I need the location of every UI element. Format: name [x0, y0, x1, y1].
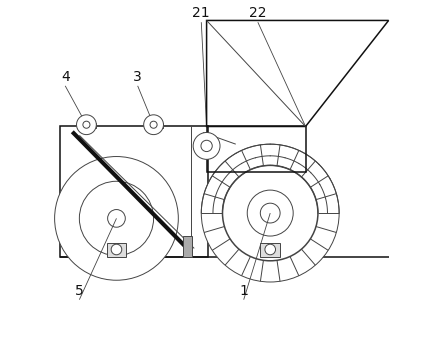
Text: 22: 22 [249, 6, 267, 20]
Text: 3: 3 [134, 70, 142, 84]
Circle shape [77, 115, 96, 135]
Bar [60, 126, 208, 257]
Bar [206, 126, 306, 172]
Circle shape [111, 244, 122, 255]
Circle shape [55, 157, 178, 280]
Circle shape [193, 132, 220, 159]
Bar [90, 123, 96, 128]
Text: 1: 1 [239, 284, 248, 298]
Bar [107, 243, 126, 257]
Bar [77, 123, 82, 128]
Bar [158, 123, 163, 128]
Text: 21: 21 [193, 6, 210, 20]
Text: 4: 4 [61, 70, 69, 84]
Bar [144, 123, 150, 128]
Circle shape [265, 244, 275, 255]
Bar [260, 243, 280, 257]
Circle shape [201, 144, 339, 282]
Text: 5: 5 [75, 284, 84, 298]
Bar [183, 236, 192, 257]
Circle shape [144, 115, 163, 135]
